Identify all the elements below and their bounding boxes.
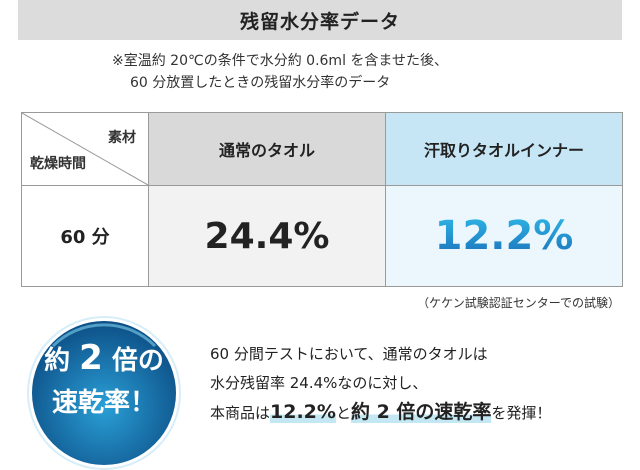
badge-line-2: 速乾率！ (51, 388, 156, 418)
badge-number: 2 (79, 338, 103, 378)
note-line-1: ※室温約 20℃の条件で水分約 0.6ml を含ませた後、 (112, 53, 448, 69)
result-description: 60 分間テストにおいて、通常のタオルは 水分残留率 24.4%なのに対し、 本… (210, 340, 640, 428)
table-corner-cell: 素材 乾燥時間 (21, 112, 149, 186)
badge-suffix: 倍の (111, 346, 164, 376)
cell-inner-value: 12.2% (385, 185, 623, 287)
inner-value-text: 12.2% (434, 213, 574, 259)
desc-line-2: 水分残留率 24.4%なのに対し、 (210, 374, 428, 392)
desc-line-3-mid: と (335, 404, 351, 422)
cell-drying-time: 60 分 (21, 185, 149, 287)
badge-circle (27, 316, 181, 470)
corner-diagonal-line (22, 113, 148, 185)
corner-label-drying-time: 乾燥時間 (30, 156, 86, 172)
highlight-claim: 約 2 倍の速乾率 (350, 401, 492, 423)
test-source-note: （ケケン試験認証センターでの試験） (417, 296, 620, 310)
desc-line-3-pre: 本商品は (210, 404, 271, 422)
note-line-2: 60 分放置したときの残留水分率のデータ (130, 75, 391, 91)
badge-prefix: 約 (44, 346, 71, 376)
test-condition-note: ※室温約 20℃の条件で水分約 0.6ml を含ませた後、 60 分放置したとき… (112, 50, 612, 94)
desc-line-3: 本商品は12.2%と約 2 倍の速乾率を発揮！ (210, 398, 640, 428)
quick-dry-badge: 約 2 倍の 速乾率！ (23, 312, 185, 470)
table-header-row: 素材 乾燥時間 通常のタオル 汗取りタオルインナー (21, 112, 623, 186)
header-sweat-towel-inner: 汗取りタオルインナー (385, 112, 623, 186)
desc-line-1: 60 分間テストにおいて、通常のタオルは (210, 345, 488, 363)
page-title: 残留水分率データ (18, 0, 622, 40)
header-normal-towel: 通常のタオル (148, 112, 386, 186)
page-title-text: 残留水分率データ (239, 10, 400, 33)
badge-line-1: 約 2 倍の (23, 340, 185, 379)
table-row: 60 分 24.4% 12.2% (21, 185, 623, 287)
cell-normal-towel-value: 24.4% (148, 185, 386, 287)
desc-line-3-post: を発揮！ (491, 404, 552, 422)
highlight-value: 12.2% (270, 401, 336, 423)
corner-label-material: 素材 (108, 130, 136, 146)
residual-moisture-table: 素材 乾燥時間 通常のタオル 汗取りタオルインナー 60 分 24.4% 12.… (21, 112, 623, 287)
